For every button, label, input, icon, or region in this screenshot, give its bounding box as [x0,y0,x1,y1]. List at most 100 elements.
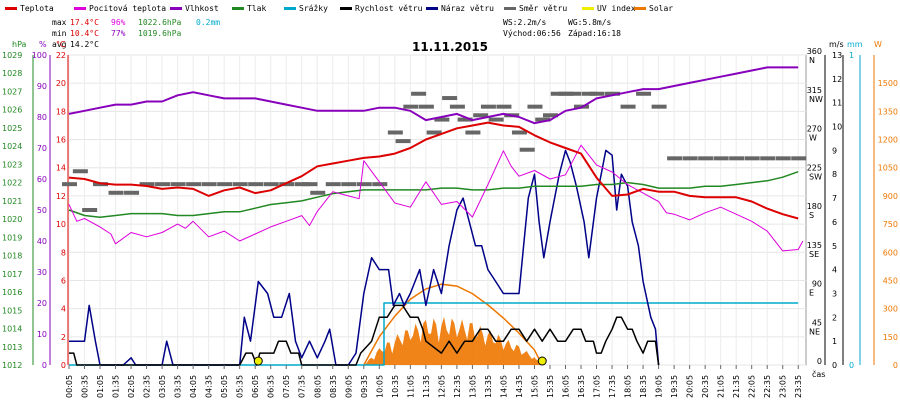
x-axis-unit: čas [812,369,825,379]
temp-tick-label: 18 [56,107,66,116]
wind-tick-label: 9 [832,146,837,155]
wind-tick-label: 8 [832,170,837,179]
solar-tick-label: 900 [883,192,898,201]
x-tick-label: 00:35 [81,375,90,398]
x-tick-label: 03:05 [158,375,167,398]
direction-mark [581,91,597,96]
x-tick-label: 14:35 [515,375,524,398]
wind-tick-label: 6 [832,218,837,227]
direction-mark [124,190,140,195]
temp-tick-label: 22 [56,51,66,60]
direction-mark [139,182,155,187]
dir-compass-label: W [809,134,817,143]
direction-mark [279,182,295,187]
pressure-tick-label: 1016 [2,288,22,297]
unit-mm: mm [847,40,863,49]
x-tick-label: 19:35 [670,375,679,398]
rain-tick-label: 0 [849,361,854,370]
direction-mark [566,91,582,96]
stat-min-press: 1019.6hPa [138,29,182,38]
wind-tick-label: 11 [832,99,842,108]
right-axes: 045NE90E135SE180S225SW270W315NW360N01234… [807,47,898,370]
unit-c: °C [56,40,66,49]
direction-mark [372,182,388,187]
x-tick-label: 17:35 [608,375,617,398]
direction-mark [488,117,504,122]
stat-max-label: max [52,18,67,27]
wind-tick-label: 10 [832,123,842,132]
direction-mark [108,190,124,195]
direction-mark [496,104,512,109]
direction-mark [713,156,729,161]
x-tick-label: 20:35 [701,375,710,398]
sunrise-marker [253,356,263,366]
x-tick-label: 10:35 [391,375,400,398]
wind-tick-label: 2 [832,313,837,322]
solar-tick-label: 150 [883,333,898,342]
temp-tick-label: 4 [61,305,66,314]
solar-tick-label: 0 [893,361,898,370]
dir-compass-label: SW [809,172,822,181]
direction-mark [310,190,326,195]
direction-mark [620,104,636,109]
x-tick-label: 08:35 [329,375,338,398]
stat-max-rain: 0.2mm [196,18,220,27]
temp-tick-label: 16 [56,136,66,145]
x-tick-label: 08:05 [313,375,322,398]
x-tick-label: 04:05 [189,375,198,398]
direction-mark [535,117,551,122]
humidity-tick-label: 0 [42,361,47,370]
direction-mark [457,117,473,122]
stat-max-press: 1022.6hPa [138,18,182,27]
legend-swatch [634,7,646,10]
unit-w: W [874,40,882,49]
direction-mark [426,130,442,135]
x-tick-label: 12:05 [437,375,446,398]
legend-swatch [170,7,182,10]
solar-tick-label: 600 [883,248,898,257]
pressure-tick-label: 1024 [2,142,22,151]
x-tick-label: 16:35 [577,375,586,398]
humidity-line [68,66,799,125]
dir-compass-label: E [809,289,814,298]
direction-mark [473,113,489,118]
direction-mark [403,104,419,109]
dir-compass-label: NE [809,327,820,336]
pressure-tick-label: 1014 [2,325,22,334]
direction-mark [411,91,427,96]
x-tick-label: 18:35 [639,375,648,398]
sunset-marker [537,356,547,366]
legend-swatch [426,7,438,10]
temp-tick-label: 10 [56,220,66,229]
pressure-tick-label: 1018 [2,252,22,261]
stat-avg-label: avg [52,40,67,49]
direction-mark [760,156,776,161]
direction-mark [82,208,98,212]
direction-mark [232,182,248,187]
pressure-tick-label: 1013 [2,343,22,352]
legend-swatch [284,7,296,10]
stat-min-label: min [52,29,67,38]
pressure-tick-label: 1025 [2,124,22,133]
plot-frame [68,54,807,366]
x-tick-label: 09:05 [344,375,353,398]
dir-tick-label: 360 [807,47,822,56]
direction-mark [217,182,233,187]
direction-mark [636,91,652,96]
solar-tick-label: 1050 [878,164,898,173]
temp-tick-label: 14 [56,164,66,173]
x-tick-label: 23:35 [794,375,803,398]
wind-tick-label: 3 [832,289,837,298]
left-axes: 1012101310141015101610171018101910201021… [2,51,69,370]
legend-label: Pocitová teplota [89,4,166,13]
wind-tick-label: 0 [832,361,837,370]
x-tick-label: 13:05 [468,375,477,398]
legend-label: Solar [649,4,673,13]
wind-tick-label: 13 [832,51,842,60]
solar-tick-label: 450 [883,276,898,285]
direction-mark [294,182,310,187]
x-tick-label: 16:05 [562,375,571,398]
stats-block: max 17.4°C 96% 1022.6hPa 0.2mm min 10.4°… [52,18,621,49]
x-tick-label: 18:05 [624,375,633,398]
